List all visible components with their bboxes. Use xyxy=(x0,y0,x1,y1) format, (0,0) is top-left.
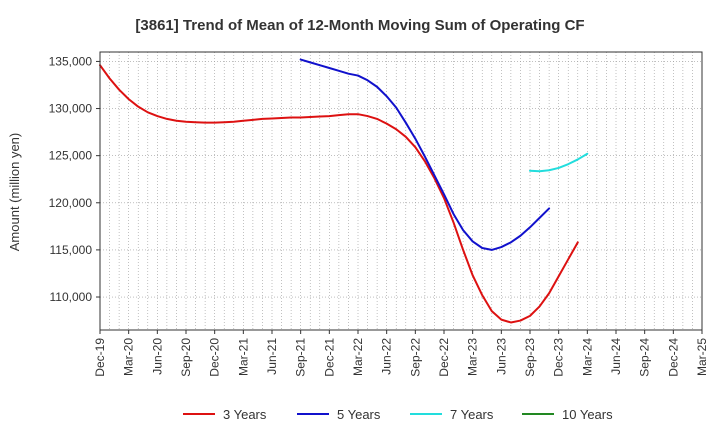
y-axis-label: Amount (million yen) xyxy=(7,133,22,252)
series-lines xyxy=(99,58,589,324)
legend: 3 Years 5 Years 7 Years 10 Years xyxy=(183,407,613,422)
legend-label-3-years: 3 Years xyxy=(223,407,267,422)
y-tick-label: 120,000 xyxy=(49,196,93,210)
grid xyxy=(99,52,703,330)
x-tick-label: Sep-20 xyxy=(179,338,193,377)
y-axis-ticks: 110,000 115,000 120,000 125,000 130,000 135,0… xyxy=(49,54,100,304)
x-tick-label: Dec-21 xyxy=(322,338,336,377)
x-tick-label: Dec-23 xyxy=(552,338,566,377)
series-line-7-years xyxy=(529,152,589,173)
x-tick-label: Dec-24 xyxy=(666,338,680,377)
x-tick-label: Sep-23 xyxy=(523,338,537,377)
x-tick-label: Mar-25 xyxy=(695,338,709,376)
y-tick-label: 125,000 xyxy=(49,149,93,163)
x-tick-label: Mar-22 xyxy=(351,338,365,376)
x-tick-label: Dec-19 xyxy=(93,338,107,377)
x-tick-label: Dec-20 xyxy=(208,338,222,377)
x-tick-label: Sep-24 xyxy=(638,338,652,377)
x-axis-ticks: Dec-19 Mar-20 Jun-20 Sep-20 Dec-20 Mar-21 Jun-… xyxy=(93,330,709,377)
x-tick-label: Sep-21 xyxy=(294,338,308,377)
x-tick-label: Jun-21 xyxy=(265,338,279,375)
y-tick-label: 115,000 xyxy=(50,243,93,257)
x-tick-label: Jun-23 xyxy=(494,338,508,375)
x-tick-label: Jun-24 xyxy=(609,338,623,375)
legend-label-7-years: 7 Years xyxy=(450,407,494,422)
y-tick-label: 130,000 xyxy=(49,102,93,116)
x-tick-label: Jun-22 xyxy=(380,338,394,375)
x-tick-label: Sep-22 xyxy=(408,338,422,377)
x-tick-label: Mar-21 xyxy=(236,338,250,376)
x-tick-label: Mar-24 xyxy=(580,338,594,376)
plot-frame xyxy=(99,51,703,331)
chart-title: [3861] Trend of Mean of 12-Month Moving … xyxy=(135,17,584,34)
x-tick-label: Mar-23 xyxy=(466,338,480,376)
y-tick-label: 110,000 xyxy=(50,290,93,304)
legend-label-5-years: 5 Years xyxy=(337,407,381,422)
legend-label-10-years: 10 Years xyxy=(562,407,613,422)
series-line-3-years xyxy=(99,64,579,324)
series-line-5-years xyxy=(299,58,551,251)
x-tick-label: Jun-20 xyxy=(150,338,164,375)
x-tick-label: Mar-20 xyxy=(122,338,136,376)
y-tick-label: 135,000 xyxy=(49,54,93,68)
x-tick-label: Dec-22 xyxy=(437,338,451,377)
